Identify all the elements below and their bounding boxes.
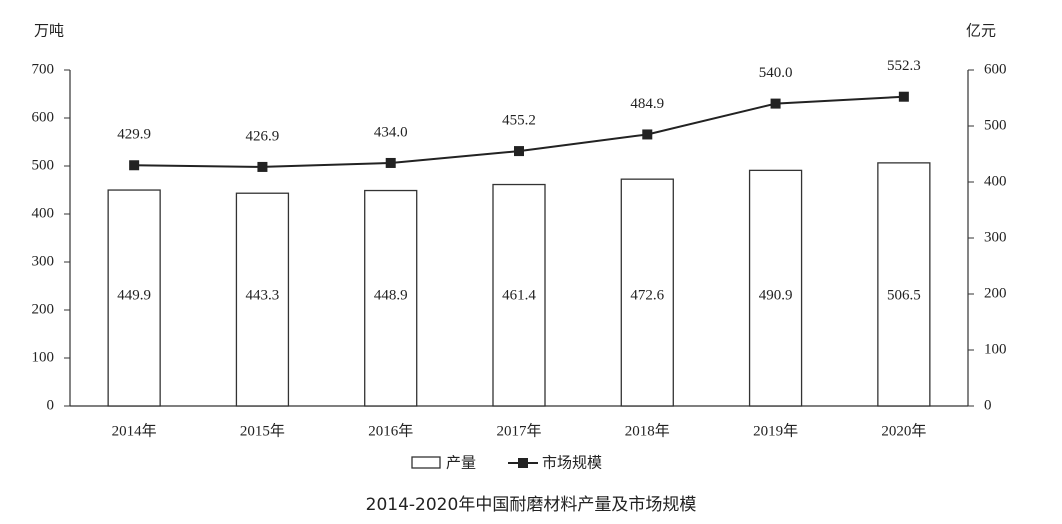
- x-tick-label: 2020年: [881, 422, 926, 439]
- y2-tick-label: 500: [984, 117, 1007, 133]
- y-tick-label: 500: [32, 157, 55, 173]
- bar: [620, 178, 674, 407]
- line-marker: [385, 157, 396, 168]
- bar-value-label: 472.6: [630, 287, 664, 303]
- bar-value-label: 443.3: [246, 287, 280, 303]
- legend-label: 市场规模: [542, 454, 602, 472]
- x-tick-label: 2015年: [240, 422, 285, 439]
- line-value-label: 455.2: [502, 113, 536, 129]
- line-value-label: 540.0: [759, 65, 793, 81]
- y2-tick-label: 0: [984, 397, 992, 413]
- line-value-label: 426.9: [246, 128, 280, 144]
- line-value-label: 552.3: [887, 58, 921, 74]
- y-tick-label: 0: [47, 397, 55, 413]
- y-tick-label: 300: [32, 253, 55, 269]
- x-tick-label: 2016年: [368, 422, 413, 439]
- bar-value-label: 449.9: [117, 287, 151, 303]
- y-axis-title: 万吨: [34, 22, 64, 39]
- bar-value-label: 448.9: [374, 287, 408, 303]
- line-marker: [642, 129, 653, 140]
- y2-tick-label: 200: [984, 285, 1007, 301]
- bar: [235, 192, 290, 407]
- line-value-label: 434.0: [374, 124, 408, 140]
- x-tick-label: 2017年: [496, 422, 541, 439]
- y-tick-label: 600: [32, 109, 55, 125]
- y-tick-label: 100: [32, 349, 55, 365]
- y2-tick-label: 300: [984, 229, 1007, 245]
- legend-label: 产量: [446, 454, 476, 472]
- x-tick-label: 2014年: [112, 422, 157, 439]
- bar: [107, 189, 161, 407]
- bar-value-label: 490.9: [759, 287, 793, 303]
- bar-value-label: 506.5: [887, 287, 921, 303]
- y-tick-label: 200: [32, 301, 55, 317]
- legend-swatch: [411, 456, 441, 469]
- y-tick-label: 700: [32, 61, 55, 77]
- y2-tick-label: 600: [984, 61, 1007, 77]
- x-tick-label: 2019年: [753, 422, 798, 439]
- y2-axis-title: 亿元: [966, 22, 996, 39]
- chart-title: 2014-2020年中国耐磨材料产量及市场规模: [366, 495, 697, 515]
- bar: [492, 183, 546, 407]
- line-value-label: 429.9: [117, 127, 151, 143]
- line-value-label: 484.9: [630, 96, 664, 112]
- bar: [364, 189, 418, 407]
- bar: [748, 169, 803, 407]
- line-marker: [898, 91, 909, 102]
- y2-tick-label: 400: [984, 173, 1007, 189]
- line-marker: [770, 98, 781, 109]
- line-marker: [257, 161, 268, 172]
- legend-swatch-marker: [518, 458, 528, 468]
- y2-tick-label: 100: [984, 341, 1007, 357]
- line-marker: [514, 146, 524, 157]
- bar-value-label: 461.4: [502, 287, 536, 303]
- y-tick-label: 400: [32, 205, 55, 221]
- bar: [877, 162, 931, 407]
- x-tick-label: 2018年: [625, 422, 670, 439]
- line-marker: [129, 160, 140, 171]
